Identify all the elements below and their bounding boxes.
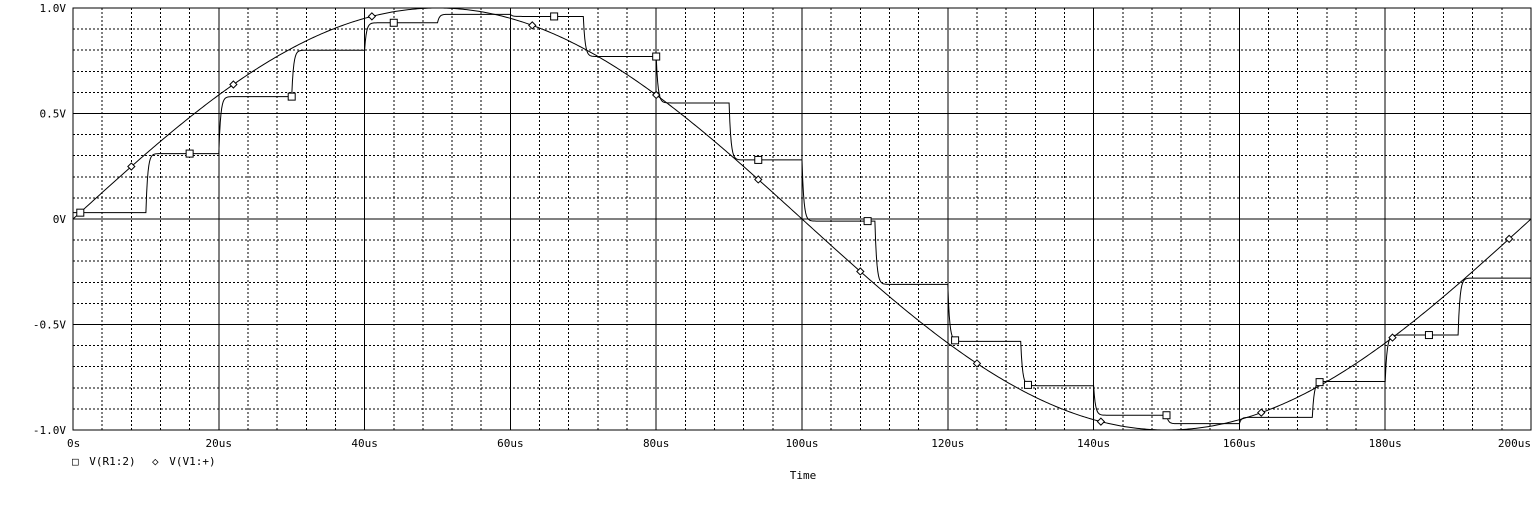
- diamond-marker-v-v1-plus: [651, 90, 661, 100]
- legend: □ V(R1:2) ◇ V(V1:+): [72, 455, 216, 468]
- diamond-marker-v-v1-plus: [127, 162, 136, 171]
- square-marker-v-r1-2: [1424, 331, 1433, 340]
- diamond-marker-v-v1-plus: [1096, 417, 1106, 426]
- traces: [72, 7, 1532, 431]
- diamond-marker-v-v1-plus: [856, 267, 865, 276]
- x-tick-label: 40us: [351, 437, 378, 450]
- x-tick-label: 120us: [931, 437, 964, 450]
- x-tick-label: 60us: [497, 437, 524, 450]
- x-tick-label: 180us: [1369, 437, 1402, 450]
- square-marker-v-r1-2: [652, 52, 661, 61]
- x-tick-label: 160us: [1223, 437, 1256, 450]
- square-marker-v-r1-2: [550, 12, 559, 21]
- diamond-marker-v-v1-plus: [754, 175, 763, 184]
- x-tick-label: 0s: [67, 437, 80, 450]
- diamond-marker-icon: ◇: [152, 455, 159, 468]
- square-marker-v-r1-2: [76, 208, 85, 217]
- trace-markers: [76, 12, 1514, 426]
- series-line-v-v1-plus: [72, 7, 1532, 431]
- y-tick-label: -0.5V: [33, 319, 66, 332]
- diamond-marker-v-v1-plus: [367, 12, 377, 21]
- diamond-marker-v-v1-plus: [1504, 234, 1514, 244]
- square-marker-v-r1-2: [185, 149, 194, 158]
- y-tick-label: -1.0V: [33, 424, 66, 437]
- y-tick-label: 0V: [53, 213, 67, 226]
- square-marker-v-r1-2: [389, 18, 398, 27]
- legend-label: V(R1:2): [89, 455, 135, 468]
- square-marker-v-r1-2: [1162, 411, 1171, 420]
- diamond-marker-v-v1-plus: [229, 80, 238, 89]
- legend-label: V(V1:+): [169, 455, 215, 468]
- y-tick-label: 1.0V: [40, 2, 67, 15]
- tick-labels: 0s 20us 40us 60us 80us 100us 120us 140us 160us 18…: [33, 2, 1531, 450]
- diamond-marker-v-v1-plus: [972, 359, 982, 368]
- series-line-v-r1-2: [73, 13, 1531, 425]
- square-marker-v-r1-2: [863, 217, 872, 226]
- x-tick-label: 20us: [206, 437, 233, 450]
- square-marker-v-r1-2: [951, 336, 960, 345]
- diamond-marker-v-v1-plus: [528, 21, 537, 30]
- legend-item-v-r1-2: □ V(R1:2): [72, 455, 136, 468]
- x-tick-label: 200us: [1498, 437, 1531, 450]
- square-marker-v-r1-2: [1315, 378, 1324, 387]
- square-marker-icon: □: [72, 455, 79, 468]
- y-tick-label: 0.5V: [40, 108, 67, 121]
- x-tick-label: 80us: [643, 437, 670, 450]
- diamond-marker-v-v1-plus: [1257, 408, 1266, 417]
- legend-item-v-v1-plus: ◇ V(V1:+): [152, 455, 216, 468]
- x-tick-label: 140us: [1077, 437, 1110, 450]
- square-marker-v-r1-2: [287, 92, 296, 101]
- diamond-marker-v-v1-plus: [1388, 333, 1397, 342]
- square-marker-v-r1-2: [1023, 380, 1032, 389]
- x-tick-label: 100us: [785, 437, 818, 450]
- square-marker-v-r1-2: [754, 155, 763, 164]
- x-axis-title: Time: [790, 469, 817, 482]
